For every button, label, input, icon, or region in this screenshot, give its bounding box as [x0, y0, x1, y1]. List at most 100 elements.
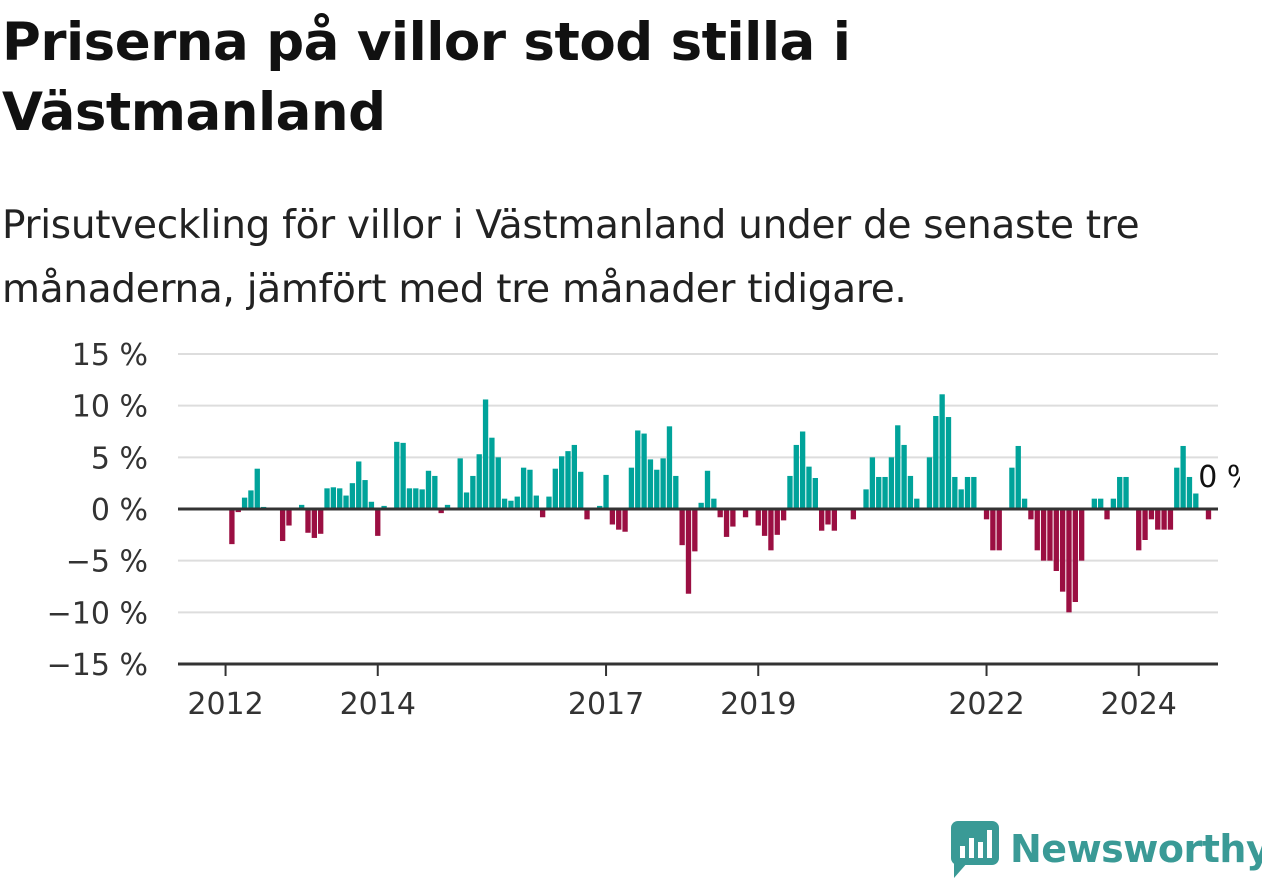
y-tick-label: 0 %: [91, 493, 148, 528]
bar: [229, 509, 235, 545]
bar: [1110, 498, 1117, 509]
bar: [330, 487, 337, 509]
bar: [1015, 445, 1021, 509]
bar: [603, 474, 609, 509]
page-title: Priserna på villor stod stilla i Västman…: [2, 12, 851, 143]
bar: [356, 461, 362, 509]
bar: [825, 509, 831, 525]
bar: [723, 509, 730, 537]
bar: [945, 417, 952, 509]
bar: [1142, 509, 1148, 540]
x-tick-label: 2017: [568, 687, 644, 722]
bar: [635, 430, 641, 509]
y-tick-label: −15 %: [47, 648, 148, 683]
logo-text: Newsworthy: [1010, 827, 1262, 871]
y-tick-label: −10 %: [47, 596, 148, 631]
bar: [343, 495, 349, 509]
bar: [673, 475, 679, 509]
bar: [482, 399, 489, 509]
last-value-label: 0 %: [1198, 460, 1240, 495]
bar: [394, 441, 400, 509]
bar: [641, 433, 647, 509]
bar: [368, 501, 375, 509]
x-tick-label: 2012: [187, 687, 263, 722]
bar: [1155, 509, 1161, 530]
bar: [787, 475, 793, 509]
bar: [888, 457, 895, 509]
bar: [1098, 498, 1104, 509]
bar: [298, 504, 305, 509]
bar: [971, 476, 977, 509]
bar: [704, 470, 711, 509]
bar: [584, 509, 590, 520]
bar: [457, 458, 463, 509]
bar: [438, 509, 444, 514]
bar: [508, 500, 514, 509]
bar: [755, 509, 761, 526]
bar: [432, 475, 438, 509]
bar: [444, 504, 451, 509]
bar: [818, 509, 825, 531]
bar: [413, 488, 419, 509]
bar: [647, 459, 654, 509]
bar: [996, 509, 1002, 551]
bar: [381, 505, 387, 509]
bar: [311, 509, 318, 538]
bar: [1161, 509, 1167, 530]
bar: [1104, 509, 1110, 520]
y-tick-label: 10 %: [72, 390, 148, 425]
bar: [780, 509, 787, 521]
bar: [869, 457, 876, 509]
bar: [362, 480, 368, 509]
bar: [806, 466, 812, 509]
bar: [958, 489, 964, 509]
bar: [337, 488, 343, 509]
bar: [419, 489, 425, 509]
bar: [476, 454, 482, 509]
bar: [730, 509, 736, 527]
bar: [425, 470, 432, 509]
bar: [876, 476, 882, 509]
bar: [1117, 476, 1123, 509]
bar: [558, 456, 565, 509]
bar: [1167, 509, 1174, 530]
bar: [1021, 498, 1028, 509]
bar: [622, 509, 628, 532]
bar: [914, 498, 920, 509]
bar: [1123, 476, 1129, 509]
bar: [539, 509, 546, 518]
bar: [952, 476, 958, 509]
bar: [692, 509, 698, 552]
bar: [1040, 509, 1047, 561]
y-tick-label: 15 %: [72, 338, 148, 373]
bar: [679, 509, 685, 546]
bar: [406, 488, 413, 509]
bar-chart-speech-bubble-icon: [951, 821, 999, 878]
bar: [799, 431, 806, 509]
bar: [501, 498, 508, 509]
bar: [1148, 509, 1155, 520]
bar: [489, 437, 495, 509]
y-tick-label: 5 %: [91, 441, 148, 476]
bar: [241, 497, 248, 509]
bar: [1180, 445, 1186, 509]
bar: [533, 495, 539, 509]
bar: [552, 468, 558, 509]
bar: [863, 489, 869, 509]
page-subtitle: Prisutveckling för villor i Västmanland …: [2, 203, 1140, 312]
bar: [1009, 467, 1015, 509]
bar: [463, 492, 470, 509]
bar: [597, 505, 603, 509]
bar: [527, 469, 533, 509]
bar: [1066, 509, 1072, 613]
bar: [1078, 509, 1085, 561]
bar: [1034, 509, 1040, 551]
bar: [698, 502, 704, 509]
bar: [1193, 493, 1199, 509]
bar: [666, 426, 673, 509]
x-tick-label: 2022: [948, 687, 1024, 722]
bar: [628, 467, 635, 509]
bar: [495, 457, 501, 509]
bar: [609, 509, 616, 525]
bar: [571, 444, 578, 509]
